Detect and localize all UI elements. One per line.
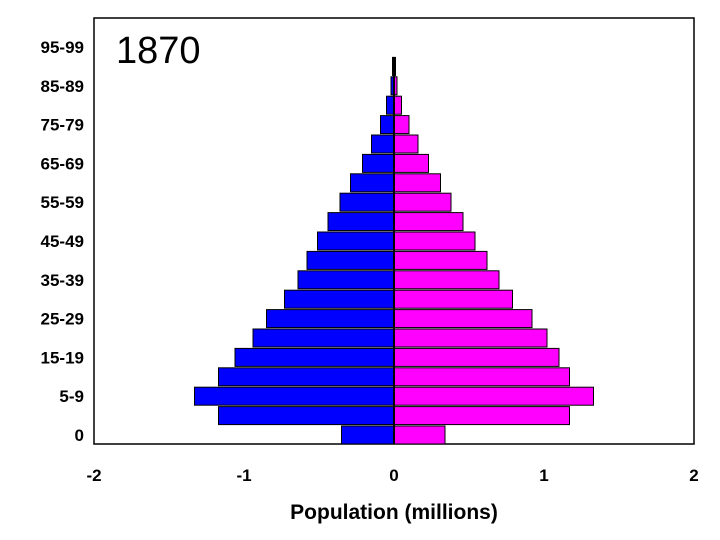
bar-right-45-49 (393, 250, 488, 270)
x-tick-label: 1 (539, 466, 548, 485)
bar-left-50-54 (317, 231, 395, 251)
bar-right-80-84 (393, 115, 410, 135)
y-tick-label: 5-9 (59, 387, 84, 406)
x-tick-label: -1 (236, 466, 251, 485)
bar-left-20-24 (234, 347, 395, 367)
bar-left-80-84 (380, 115, 395, 135)
x-tick-label: 2 (689, 466, 698, 485)
y-tick-label: 25-29 (41, 310, 84, 329)
bar-right-55-59 (393, 212, 464, 232)
bar-right-65-69 (393, 173, 441, 193)
bar-left-85-89 (386, 95, 395, 115)
y-tick-label: 65-69 (41, 154, 84, 173)
bar-left-45-49 (306, 250, 395, 270)
y-tick-label: 45-49 (41, 232, 84, 251)
x-tick-labels: -2 -1 0 1 2 (86, 466, 698, 485)
x-axis-title: Population (millions) (290, 501, 498, 524)
bar-right-20-24 (393, 347, 560, 367)
bar-right-35-39 (393, 289, 513, 309)
bar-left-10-14 (194, 386, 395, 406)
bar-left-70-74 (362, 153, 395, 173)
bar-left-40-44 (297, 270, 395, 290)
bar-left-0-4 (341, 425, 395, 445)
bar-right-85-89 (393, 95, 402, 115)
bar-left-65-69 (350, 173, 395, 193)
bar-left-35-39 (284, 289, 395, 309)
bar-left-25-29 (252, 328, 395, 348)
bar-left-5-9 (218, 406, 395, 426)
bars-group (194, 56, 594, 445)
bar-right-70-74 (393, 153, 429, 173)
y-tick-label: 95-99 (41, 38, 84, 57)
bar-left-75-79 (371, 134, 395, 154)
bar-right-50-54 (393, 231, 476, 251)
y-tick-label: 85-89 (41, 77, 84, 96)
y-tick-label: 35-39 (41, 271, 84, 290)
bar-right-0-4 (393, 425, 446, 445)
bar-right-40-44 (393, 270, 500, 290)
bar-right-75-79 (393, 134, 419, 154)
bar-right-60-64 (393, 192, 452, 212)
x-tick-label: -2 (86, 466, 101, 485)
y-tick-label: 55-59 (41, 193, 84, 212)
bar-right-15-19 (393, 367, 570, 387)
bar-right-10-14 (393, 386, 594, 406)
bar-right-5-9 (393, 406, 570, 426)
x-tick-label: 0 (389, 466, 398, 485)
bar-left-60-64 (339, 192, 395, 212)
y-tick-labels: 0 5-9 15-19 25-29 35-39 45-49 55-59 65-69 75-79 8… (41, 38, 84, 445)
y-tick-label: 75-79 (41, 116, 84, 135)
y-tick-label: 0 (75, 426, 84, 445)
year-annotation: 1870 (116, 30, 201, 72)
bar-left-55-59 (327, 212, 395, 232)
bar-left-15-19 (218, 367, 395, 387)
bar-left-30-34 (266, 309, 395, 329)
bar-right-25-29 (393, 328, 548, 348)
bar-right-30-34 (393, 309, 533, 329)
y-tick-label: 15-19 (41, 348, 84, 367)
